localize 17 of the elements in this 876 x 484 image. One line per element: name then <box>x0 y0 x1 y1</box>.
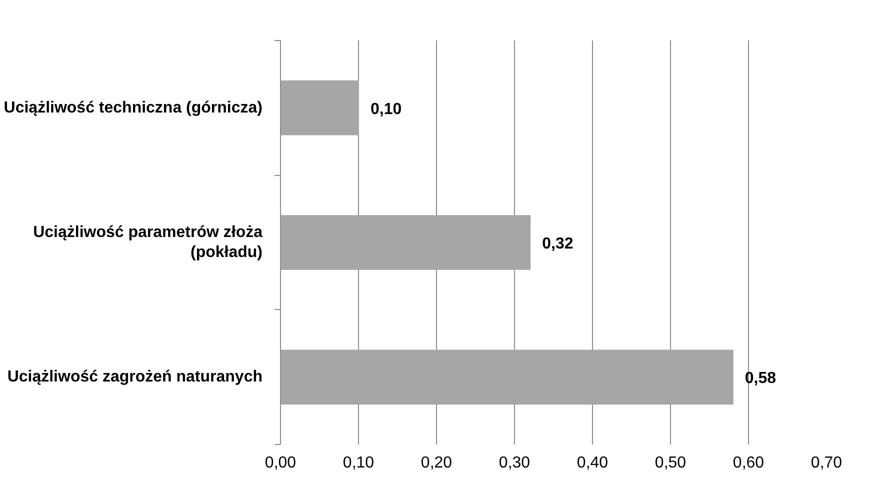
x-tick-label: 0,20 <box>420 454 452 472</box>
bar <box>280 80 359 136</box>
y-tick-label: Uciążliwość parametrów złoża (pokładu) <box>33 224 263 262</box>
data-label: 0,32 <box>542 236 574 252</box>
x-tick-label: 0,50 <box>654 454 686 472</box>
x-tick-label: 0,70 <box>810 454 842 472</box>
x-tick-label: 0,10 <box>342 454 374 472</box>
bar <box>280 215 531 270</box>
data-label: 0,10 <box>370 100 402 118</box>
data-label: 0,58 <box>744 370 776 388</box>
y-tick-label: Uciążliwość techniczna (górnicza) <box>4 99 263 116</box>
x-tick-label: 0,00 <box>264 454 296 472</box>
x-tick-label: 0,60 <box>732 454 764 472</box>
y-tick-label: Uciążliwość zagrożeń naturanych <box>7 368 263 386</box>
x-tick-label: 0,30 <box>498 454 530 472</box>
x-tick-label: 0,40 <box>576 454 608 472</box>
bar <box>280 350 734 405</box>
